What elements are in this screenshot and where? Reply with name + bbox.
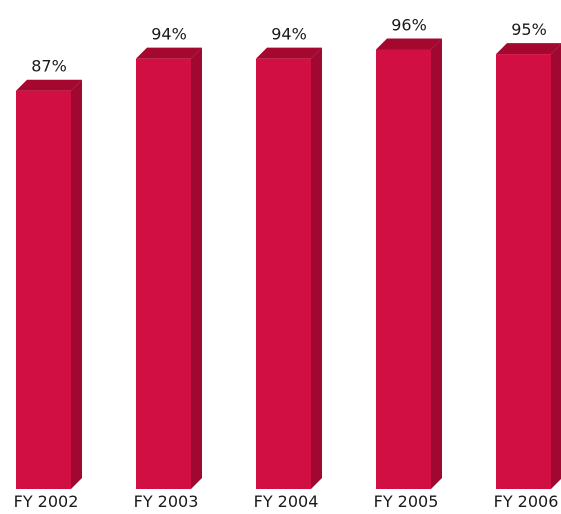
- bar-side-face: [311, 47, 322, 489]
- bars-group: [16, 38, 561, 490]
- bar-fy-2002: [16, 79, 82, 490]
- bar-side-face: [551, 44, 561, 489]
- category-label: FY 2006: [494, 492, 559, 511]
- bar-top-face: [256, 47, 322, 59]
- bar-fy-2005: [376, 38, 442, 490]
- value-label: 94%: [271, 25, 307, 44]
- value-labels-group: 87% 94% 94% 96% 95%: [31, 16, 547, 76]
- bar-top-face: [16, 79, 82, 91]
- bar-fy-2004: [256, 47, 322, 489]
- category-labels-group: FY 2002 FY 2003 FY 2004 FY 2005 FY 2006: [14, 492, 559, 511]
- bar-front-face: [496, 54, 551, 490]
- bar-fy-2006: [496, 43, 561, 490]
- category-label: FY 2005: [374, 492, 439, 511]
- bar-side-face: [431, 38, 442, 490]
- value-label: 94%: [151, 25, 187, 44]
- bar-top-face: [496, 43, 561, 55]
- category-label: FY 2002: [14, 492, 79, 511]
- bar-top-face: [376, 38, 442, 50]
- bar-front-face: [136, 58, 191, 489]
- value-label: 87%: [31, 57, 67, 76]
- bar-front-face: [256, 58, 311, 489]
- category-label: FY 2004: [254, 492, 319, 511]
- bar-fy-2003: [136, 47, 202, 489]
- bar-front-face: [376, 49, 431, 490]
- bar-side-face: [191, 47, 202, 489]
- bar-top-face: [136, 47, 202, 59]
- value-label: 96%: [391, 16, 427, 35]
- category-label: FY 2003: [134, 492, 199, 511]
- bar-front-face: [16, 90, 71, 490]
- bar-side-face: [71, 79, 82, 490]
- value-label: 95%: [511, 20, 547, 39]
